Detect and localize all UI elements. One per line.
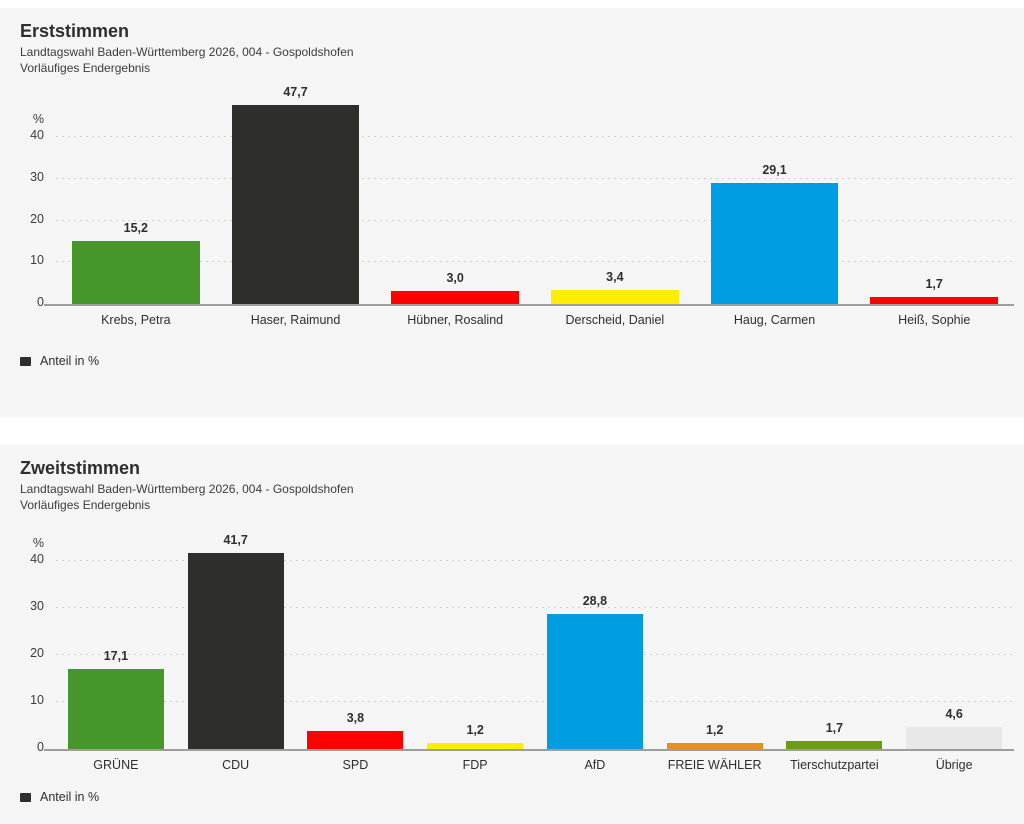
- bar-value-label: 15,2: [123, 220, 148, 235]
- bar-value-label: 28,8: [582, 593, 608, 608]
- x-category-label: AfD: [584, 758, 606, 772]
- bar-slot: 1,2: [415, 561, 535, 749]
- zweitstimmen-chart-panel: Zweitstimmen Landtagswahl Baden-Württemb…: [0, 445, 1024, 824]
- bar-value-label: 3,4: [606, 269, 624, 284]
- bar-value-label: 41,7: [223, 533, 248, 548]
- y-tick-label: 30: [30, 599, 44, 613]
- bar: [666, 743, 763, 749]
- y-tick-label: 30: [30, 169, 44, 184]
- x-axis-baseline: [44, 749, 1014, 751]
- y-axis-unit-label: %: [32, 112, 44, 126]
- y-axis-unit-label: %: [32, 536, 44, 550]
- x-category-label: Heiß, Sophie: [898, 313, 971, 327]
- gridline: [56, 701, 1014, 702]
- chart-title: Zweitstimmen: [20, 458, 141, 478]
- bar-value-label: 3,0: [446, 271, 464, 286]
- bar-slot: 1,2: [655, 561, 775, 749]
- bar-slot: 1,7: [775, 561, 895, 749]
- chart-status-line: Vorläufiges Endergebnis: [20, 498, 151, 512]
- bar-slot: 3,8: [296, 561, 416, 749]
- y-tick-label: 20: [30, 211, 44, 226]
- x-axis-baseline: [44, 304, 1014, 306]
- gridline: [56, 136, 1014, 137]
- bar: [187, 553, 284, 749]
- bar: [391, 291, 519, 304]
- bar: [550, 289, 679, 304]
- x-category-label: SPD: [342, 758, 369, 772]
- bar-value-label: 4,6: [945, 707, 963, 722]
- gridline: [56, 560, 1014, 561]
- bar: [906, 727, 1003, 749]
- bar: [546, 613, 643, 749]
- chart-status-line: Vorläufiges Endergebnis: [20, 61, 151, 75]
- bar-value-label: 1,2: [466, 723, 484, 738]
- bar-value-label: 1,7: [825, 721, 844, 736]
- x-category-label: GRÜNE: [93, 758, 139, 772]
- chart-legend: Anteil in %: [20, 354, 99, 368]
- bar-slot: 17,1: [56, 561, 176, 749]
- x-category-label: Haser, Raimund: [250, 313, 341, 327]
- bar-slot: 4,6: [894, 561, 1014, 749]
- y-tick-label: 40: [30, 552, 44, 566]
- bar-slot: 29,1: [695, 137, 855, 304]
- bar-slot: 41,7: [176, 533, 296, 749]
- x-axis-labels: GRÜNE CDU SPD FDP AfD FREIE WÄHLER Tierschutzp…: [56, 758, 1014, 773]
- chart-legend: Anteil in %: [20, 790, 99, 804]
- bar: [307, 731, 404, 749]
- erststimmen-chart-panel: Erststimmen Landtagswahl Baden-Württembe…: [0, 8, 1024, 417]
- bar-slot: 47,7: [216, 85, 376, 304]
- bar: [710, 182, 839, 304]
- chart-subtitle: Landtagswahl Baden-Württemberg 2026, 004…: [20, 45, 354, 59]
- bar: [67, 668, 164, 749]
- bar-chart-plot: 0 10 20 30 40% 17,1 41,7 3,8 1,2 28,8 1,2 1,7 4,6: [30, 533, 1014, 754]
- y-tick-label: 10: [30, 253, 44, 268]
- bars-container: 15,2 47,7 3,0 3,4 29,1 1,7: [56, 85, 1014, 304]
- bars-container: 17,1 41,7 3,8 1,2 28,8 1,2 1,7 4,6: [56, 533, 1014, 749]
- x-axis-labels: Krebs, Petra Haser, Raimund Hübner, Rosali…: [56, 313, 1014, 328]
- x-category-label: Hübner, Rosalind: [407, 313, 504, 327]
- bar-chart-plot: 0 10 20 30 40% 15,2 47,7 3,0 3,4 29,1 1,7: [30, 85, 1014, 309]
- bar-slot: 28,8: [535, 561, 655, 749]
- bar: [870, 296, 998, 304]
- bar-slot: 15,2: [56, 137, 216, 304]
- x-category-label: Derscheid, Daniel: [565, 313, 665, 327]
- bar-slot: 3,4: [535, 137, 695, 304]
- bar-value-label: 17,1: [103, 648, 129, 663]
- y-tick-label: 0: [37, 740, 44, 754]
- gridline: [56, 607, 1014, 608]
- x-category-label: FREIE WÄHLER: [667, 758, 762, 772]
- y-tick-label: 40: [30, 128, 44, 142]
- y-tick-label: 0: [37, 295, 44, 309]
- bar-value-label: 3,8: [346, 711, 365, 726]
- y-tick-label: 20: [30, 646, 44, 660]
- x-category-label: Tierschutzpartei: [790, 758, 879, 772]
- gridline: [56, 261, 1014, 263]
- bar-value-label: 1,7: [925, 276, 943, 291]
- bar-value-label: 29,1: [762, 162, 787, 177]
- x-category-label: Krebs, Petra: [101, 313, 171, 327]
- x-category-label: CDU: [222, 758, 250, 772]
- bar-slot: 1,7: [854, 137, 1014, 304]
- bar: [786, 741, 883, 749]
- bar: [231, 104, 360, 304]
- bar: [427, 743, 524, 749]
- x-category-label: FDP: [462, 758, 488, 772]
- bar-value-label: 47,7: [283, 84, 308, 99]
- bar: [71, 240, 200, 304]
- legend-label: Anteil in %: [40, 790, 100, 804]
- x-category-label: Haug, Carmen: [733, 313, 816, 327]
- gridline: [56, 219, 1014, 221]
- legend-swatch-icon: [20, 356, 31, 366]
- x-category-label: Übrige: [935, 758, 973, 772]
- gridline: [56, 654, 1014, 655]
- chart-subtitle: Landtagswahl Baden-Württemberg 2026, 004…: [20, 482, 354, 496]
- bar-value-label: 1,2: [705, 723, 724, 738]
- gridline: [56, 177, 1014, 179]
- legend-label: Anteil in %: [40, 354, 100, 368]
- chart-title: Erststimmen: [20, 21, 130, 41]
- y-tick-label: 10: [30, 693, 44, 707]
- legend-swatch-icon: [20, 792, 31, 802]
- bar-slot: 3,0: [375, 137, 535, 304]
